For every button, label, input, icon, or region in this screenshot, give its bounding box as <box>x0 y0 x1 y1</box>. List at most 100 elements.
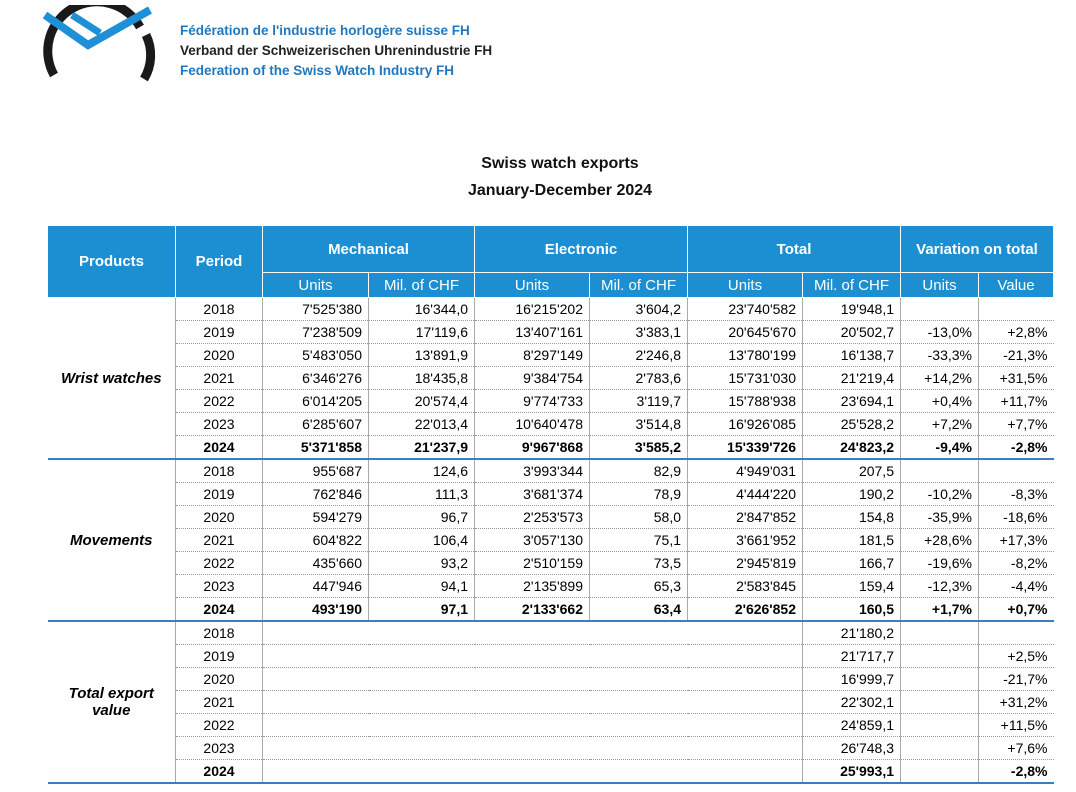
value-cell: +0,4% <box>900 389 979 413</box>
value-cell: 2'135'899 <box>474 574 590 598</box>
value-cell: 58,0 <box>589 505 688 529</box>
period-cell: 2024 <box>175 597 263 622</box>
data-row: 2021 22'302,1 +31,2% <box>48 690 1054 714</box>
value-cell: 190,2 <box>802 482 901 506</box>
subcolumn-header: Value <box>978 272 1054 298</box>
value-cell: 94,1 <box>368 574 475 598</box>
value-cell: 82,9 <box>589 459 688 483</box>
value-cell: 207,5 <box>802 459 901 483</box>
empty-cell <box>900 667 979 691</box>
value-cell: 16'215'202 <box>474 297 590 321</box>
data-row: Total export value 2018 21'180,2 <box>47 621 1054 784</box>
value-cell: +7,7% <box>978 412 1054 436</box>
value-cell: 22'013,4 <box>368 412 475 436</box>
value-cell: +2,5% <box>978 644 1054 668</box>
value-cell: 493'190 <box>262 597 369 622</box>
value-cell: 447'946 <box>262 574 369 598</box>
value-cell: +28,6% <box>900 528 979 552</box>
empty-cell <box>900 713 979 737</box>
period-cell: 2022 <box>175 551 263 575</box>
subcolumn-header: Units <box>900 272 979 298</box>
value-cell: 604'822 <box>262 528 369 552</box>
value-cell: 19'948,1 <box>802 297 901 321</box>
period-cell: 2023 <box>175 736 263 760</box>
empty-cell <box>900 690 979 714</box>
product-group: Movements <box>47 459 176 622</box>
value-cell: 3'604,2 <box>589 297 688 321</box>
column-header: Total <box>687 225 901 273</box>
value-cell: 5'371'858 <box>262 435 369 460</box>
value-cell: 20'574,4 <box>368 389 475 413</box>
data-row: 2020 594'279 96,7 2'253'573 58,0 2'847'852 154… <box>48 505 1054 529</box>
subcolumn-header: Units <box>474 272 590 298</box>
subheader-row: Units Mil. of CHF Units Mil. of CHF Units Mil… <box>48 272 1054 298</box>
value-cell: 159,4 <box>802 574 901 598</box>
value-cell: 2'783,6 <box>589 366 688 390</box>
header-line: Fédération de l'industrie horlogère suis… <box>180 23 470 38</box>
period-cell: 2020 <box>175 343 263 367</box>
value-cell: 4'444'220 <box>687 482 803 506</box>
value-cell: 3'514,8 <box>589 412 688 436</box>
period-cell: 2022 <box>175 713 263 737</box>
value-cell: 9'774'733 <box>474 389 590 413</box>
value-cell: 2'847'852 <box>687 505 803 529</box>
value-cell: 2'246,8 <box>589 343 688 367</box>
value-cell: +31,5% <box>978 366 1054 390</box>
value-cell: 17'119,6 <box>368 320 475 344</box>
subcolumn-header: Mil. of CHF <box>589 272 688 298</box>
column-header: Mechanical <box>262 225 475 273</box>
period-cell: 2020 <box>175 667 263 691</box>
value-cell: 73,5 <box>589 551 688 575</box>
value-cell: 13'891,9 <box>368 343 475 367</box>
value-cell: -33,3% <box>900 343 979 367</box>
value-cell: 6'346'276 <box>262 366 369 390</box>
logo <box>42 5 156 82</box>
empty-cell <box>900 759 979 784</box>
empty-cell <box>900 459 979 483</box>
value-cell: 23'740'582 <box>687 297 803 321</box>
value-cell: 9'384'754 <box>474 366 590 390</box>
value-cell: 18'435,8 <box>368 366 475 390</box>
value-cell: -2,8% <box>978 759 1054 784</box>
header-line: Verband der Schweizerischen Uhrenindustr… <box>180 43 493 58</box>
value-cell: 166,7 <box>802 551 901 575</box>
value-cell: 955'687 <box>262 459 369 483</box>
period-cell: 2021 <box>175 366 263 390</box>
value-cell: 15'731'030 <box>687 366 803 390</box>
column-header: Period <box>175 225 263 298</box>
value-cell: 2'583'845 <box>687 574 803 598</box>
value-cell: 93,2 <box>368 551 475 575</box>
value-cell: 63,4 <box>589 597 688 622</box>
value-cell: 9'967'868 <box>474 435 590 460</box>
value-cell: 154,8 <box>802 505 901 529</box>
value-cell: -35,9% <box>900 505 979 529</box>
value-cell: 106,4 <box>368 528 475 552</box>
value-cell: -21,3% <box>978 343 1054 367</box>
value-cell: 2'626'852 <box>687 597 803 622</box>
value-cell: 3'057'130 <box>474 528 590 552</box>
empty-cell <box>262 690 803 714</box>
data-row: 2023 6'285'607 22'013,4 10'640'478 3'514,8 16… <box>48 412 1054 436</box>
value-cell: -13,0% <box>900 320 979 344</box>
period-cell: 2018 <box>175 297 263 321</box>
period-cell: 2018 <box>175 459 263 483</box>
empty-cell <box>900 297 979 321</box>
value-cell: +7,6% <box>978 736 1054 760</box>
value-cell: 23'694,1 <box>802 389 901 413</box>
subcolumn-header: Units <box>262 272 369 298</box>
data-row: 2020 16'999,7 -21,7% <box>48 667 1054 691</box>
empty-cell <box>262 759 803 784</box>
value-cell: 75,1 <box>589 528 688 552</box>
empty-cell <box>978 621 1054 645</box>
data-row: Wrist watches 2018 7'525'380 16'344,0 16'215… <box>47 297 1054 460</box>
value-cell: 26'748,3 <box>802 736 901 760</box>
empty-cell <box>262 736 803 760</box>
value-cell: 3'119,7 <box>589 389 688 413</box>
value-cell: 160,5 <box>802 597 901 622</box>
value-cell: 8'297'149 <box>474 343 590 367</box>
data-row: 2019 21'717,7 +2,5% <box>48 644 1054 668</box>
value-cell: 2'945'819 <box>687 551 803 575</box>
value-cell: 2'510'159 <box>474 551 590 575</box>
period-cell: 2018 <box>175 621 263 645</box>
